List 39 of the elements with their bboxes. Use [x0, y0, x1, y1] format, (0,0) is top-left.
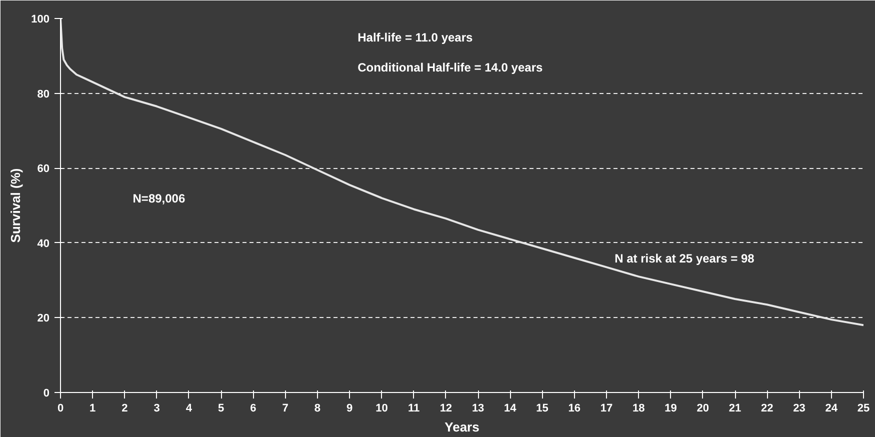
x-tick-label: 22 — [761, 402, 774, 414]
x-tick-label: 18 — [632, 402, 645, 414]
x-tick-label: 16 — [568, 402, 581, 414]
x-tick-label: 2 — [122, 402, 128, 414]
y-tick-label: 80 — [37, 88, 50, 100]
x-tick-label: 10 — [376, 402, 388, 414]
x-tick-label: 3 — [154, 402, 160, 414]
annotation: Conditional Half-life = 14.0 years — [358, 60, 543, 75]
x-tick-label: 15 — [536, 402, 548, 414]
x-tick-label: 21 — [728, 402, 742, 414]
y-tick-label: 0 — [43, 388, 50, 400]
x-tick-label: 13 — [472, 402, 484, 414]
x-tick-label: 9 — [346, 402, 353, 414]
x-tick-label: 7 — [282, 402, 288, 414]
x-tick-label: 12 — [440, 402, 452, 414]
x-tick-label: 8 — [314, 402, 321, 414]
x-tick-label: 19 — [664, 402, 677, 414]
y-tick-label: 60 — [37, 163, 50, 176]
x-tick-label: 5 — [218, 402, 224, 414]
x-tick-label: 25 — [857, 402, 870, 414]
x-tick-label: 14 — [504, 402, 518, 414]
y-tick-label: 100 — [31, 14, 50, 26]
y-axis-title: Survival (%) — [8, 168, 24, 243]
x-tick-label: 4 — [186, 402, 193, 414]
y-tick-label: 20 — [37, 312, 50, 325]
annotation: N=89,006 — [132, 192, 186, 206]
annotation: N at risk at 25 years = 98 — [614, 251, 755, 266]
x-tick-label: 20 — [696, 402, 710, 414]
x-tick-label: 11 — [408, 402, 420, 414]
annotation: Half-life = 11.0 years — [358, 30, 474, 45]
x-tick-label: 24 — [825, 402, 838, 414]
x-tick-label: 0 — [57, 402, 64, 414]
x-tick-label: 6 — [250, 402, 256, 414]
y-tick-label: 40 — [37, 238, 50, 250]
x-tick-label: 17 — [600, 402, 613, 414]
line-series — [60, 18, 864, 326]
x-axis-title: Years — [444, 420, 480, 434]
x-tick-label: 23 — [793, 402, 806, 414]
x-tick-label: 1 — [90, 402, 96, 414]
